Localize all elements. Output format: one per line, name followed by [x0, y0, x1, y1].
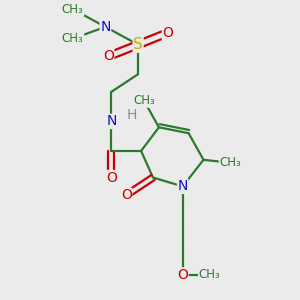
Text: CH₃: CH₃ — [199, 268, 220, 281]
Text: H: H — [127, 109, 137, 122]
Text: O: O — [177, 268, 188, 282]
Text: N: N — [178, 179, 188, 194]
Text: N: N — [106, 114, 116, 128]
Text: O: O — [106, 170, 117, 184]
Text: O: O — [121, 188, 132, 202]
Text: O: O — [162, 26, 173, 40]
Text: CH₃: CH₃ — [62, 32, 84, 45]
Text: CH₃: CH₃ — [219, 156, 241, 169]
Text: CH₃: CH₃ — [62, 3, 84, 16]
Text: O: O — [103, 50, 114, 63]
Text: CH₃: CH₃ — [133, 94, 155, 107]
Text: S: S — [133, 37, 143, 52]
Text: N: N — [100, 20, 111, 34]
